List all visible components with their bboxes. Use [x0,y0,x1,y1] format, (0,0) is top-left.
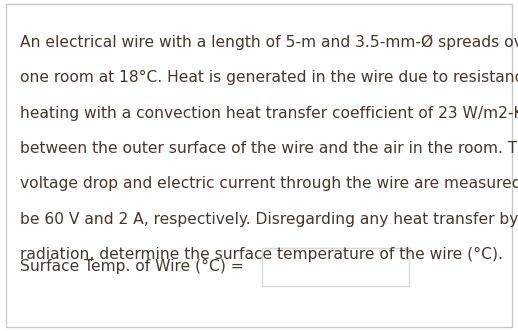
Text: Surface Temp. of Wire (°C) =: Surface Temp. of Wire (°C) = [20,259,243,274]
Text: be 60 V and 2 A, respectively. Disregarding any heat transfer by: be 60 V and 2 A, respectively. Disregard… [20,212,518,227]
Text: one room at 18°C. Heat is generated in the wire due to resistance: one room at 18°C. Heat is generated in t… [20,70,518,85]
Text: radiation, determine the surface temperature of the wire (°C).: radiation, determine the surface tempera… [20,247,502,262]
FancyBboxPatch shape [6,4,512,327]
Text: voltage drop and electric current through the wire are measured to: voltage drop and electric current throug… [20,176,518,191]
Text: between the outer surface of the wire and the air in the room. The: between the outer surface of the wire an… [20,141,518,156]
FancyBboxPatch shape [262,248,409,286]
Text: An electrical wire with a length of 5-m and 3.5-mm-Ø spreads over: An electrical wire with a length of 5-m … [20,35,518,50]
Text: heating with a convection heat transfer coefficient of 23 W/m2-K: heating with a convection heat transfer … [20,106,518,120]
